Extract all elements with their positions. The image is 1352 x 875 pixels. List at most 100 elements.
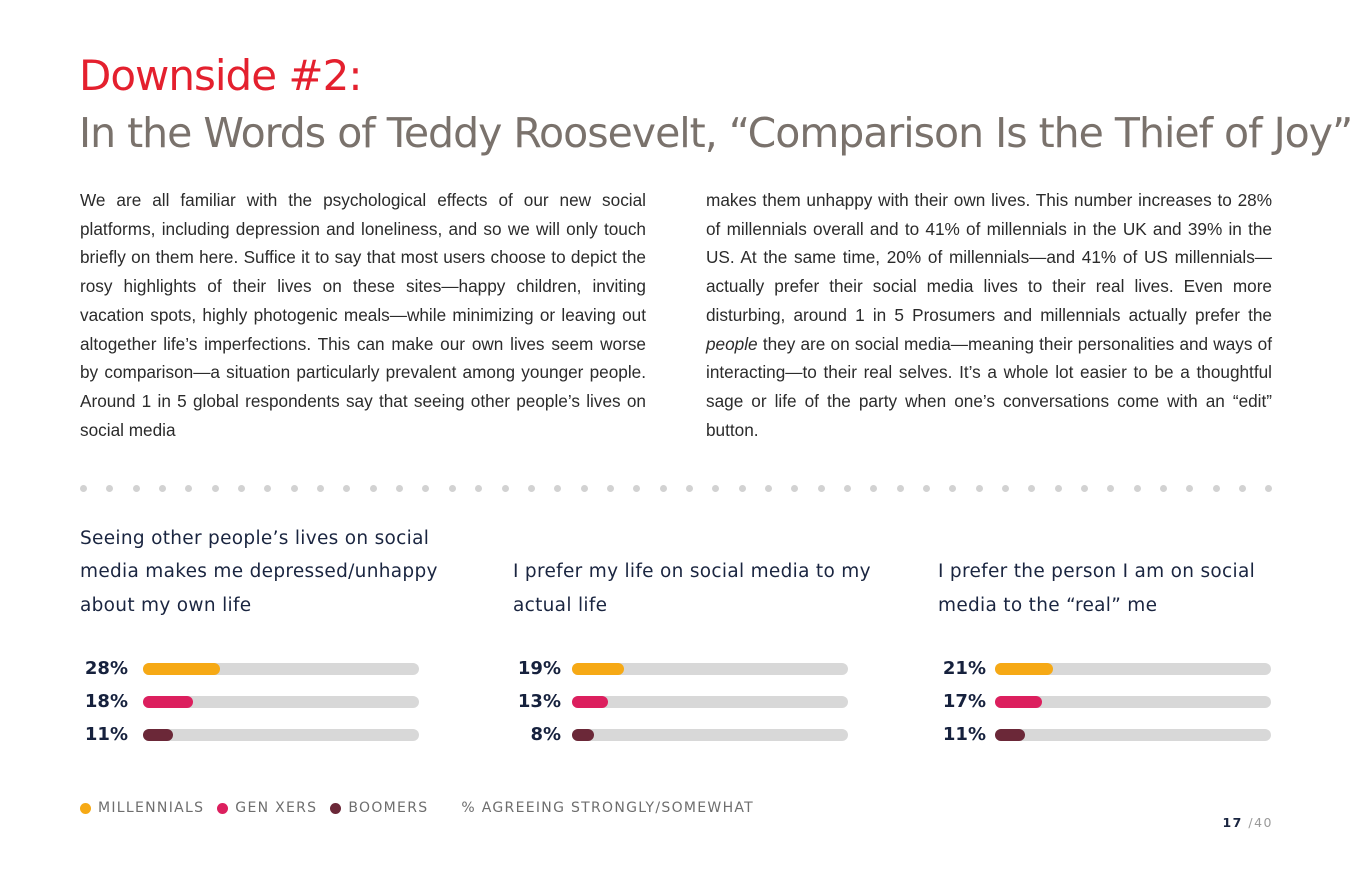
- section-kicker: Downside #2:: [79, 51, 362, 100]
- divider-dot: [633, 485, 641, 492]
- divider-dot: [975, 485, 983, 492]
- bar-value-label: 13%: [517, 691, 561, 712]
- bar-fill-boomers: [572, 729, 594, 741]
- divider-dot: [580, 485, 588, 492]
- bar-track: [995, 729, 1271, 741]
- divider-dot: [106, 485, 114, 492]
- bar-row-boomers: 11%: [80, 725, 419, 745]
- body-text-segment: they are on social media—meaning their p…: [706, 333, 1272, 440]
- bar-track: [995, 663, 1271, 675]
- bar-track: [572, 696, 848, 708]
- divider-dot: [923, 485, 930, 492]
- bar-track: [143, 729, 419, 741]
- chart-title: I prefer the person I am on social media…: [938, 561, 1256, 616]
- divider-dot: [527, 485, 535, 492]
- bar-value-label: 21%: [942, 658, 986, 679]
- divider-dot: [870, 485, 878, 492]
- divider-dot: [1186, 485, 1194, 492]
- bar-track: [995, 696, 1271, 708]
- divider-dot: [791, 485, 799, 492]
- legend-label: GEN XERS: [235, 800, 318, 816]
- legend-label: BOOMERS: [348, 800, 429, 816]
- legend-item-millennials: MILLENNIALS: [80, 800, 204, 816]
- divider-dot: [448, 485, 456, 492]
- divider-dot: [1054, 485, 1062, 492]
- divider-dot: [211, 485, 219, 492]
- divider-dot: [659, 485, 667, 492]
- bar-row-gen-xers: 13%: [513, 692, 848, 712]
- bar-track: [143, 663, 419, 675]
- bar-fill-millennials: [995, 663, 1053, 675]
- divider-dot: [843, 485, 851, 492]
- page-number: 17 /40: [1222, 815, 1273, 830]
- divider-dot: [475, 485, 483, 492]
- bar-value-label: 18%: [84, 691, 128, 712]
- divider-dot: [738, 485, 746, 492]
- divider-dot: [317, 485, 325, 492]
- divider-dot: [369, 485, 377, 492]
- divider-dot: [1107, 485, 1115, 492]
- bar-fill-gen-xers: [572, 696, 608, 708]
- bar-fill-gen-xers: [995, 696, 1042, 708]
- bar-row-millennials: 28%: [80, 659, 419, 679]
- body-text-segment: makes them unhappy with their own lives.…: [706, 190, 1272, 325]
- divider-dot: [264, 485, 272, 492]
- bar-fill-boomers: [143, 729, 173, 741]
- divider-dot: [1133, 485, 1141, 492]
- divider-dot: [290, 485, 298, 492]
- bar-row-millennials: 21%: [938, 659, 1271, 679]
- divider-dot: [817, 485, 825, 492]
- bar-fill-gen-xers: [143, 696, 193, 708]
- divider-dot: [238, 485, 246, 492]
- bar-fill-boomers: [995, 729, 1025, 741]
- divider-dot: [132, 485, 140, 492]
- bar-value-label: 28%: [84, 658, 128, 679]
- bar-track: [143, 696, 419, 708]
- divider-dot: [501, 485, 509, 492]
- legend-item-gen-xers: GEN XERS: [217, 800, 317, 816]
- legend: MILLENNIALS GEN XERS BOOMERS % AGREEING …: [80, 800, 754, 816]
- body-column-left: We are all familiar with the psychologic…: [80, 190, 646, 440]
- chart-title: Seeing other people’s lives on social me…: [80, 527, 438, 616]
- legend-note: % AGREEING STRONGLY/SOMEWHAT: [461, 800, 755, 816]
- legend-item-boomers: BOOMERS: [330, 800, 428, 816]
- legend-swatch-millennials: [80, 802, 91, 814]
- bar-track: [572, 729, 848, 741]
- page-current: 17: [1222, 815, 1243, 830]
- bar-value-label: 19%: [517, 658, 561, 679]
- bar-row-millennials: 19%: [513, 659, 848, 679]
- bar-track: [572, 663, 848, 675]
- divider-dot: [159, 485, 167, 492]
- divider-dot: [606, 485, 614, 492]
- bar-fill-millennials: [572, 663, 624, 675]
- bar-value-label: 11%: [84, 724, 128, 745]
- divider-dot: [422, 485, 430, 492]
- body-emphasis: people: [706, 333, 758, 354]
- bar-row-boomers: 11%: [938, 725, 1271, 745]
- legend-swatch-gen-xers: [217, 802, 229, 814]
- divider-dot: [80, 485, 87, 492]
- divider-dot: [1212, 485, 1220, 492]
- divider-dot: [554, 485, 562, 492]
- bar-row-gen-xers: 18%: [80, 692, 419, 712]
- divider-dot: [396, 485, 404, 492]
- divider-dot: [1081, 485, 1089, 492]
- bar-value-label: 17%: [942, 691, 986, 712]
- divider-dot: [1160, 485, 1168, 492]
- page-title: In the Words of Teddy Roosevelt, “Compar…: [79, 109, 1352, 157]
- divider-dot: [185, 485, 193, 492]
- page-total: /40: [1248, 815, 1273, 830]
- bar-value-label: 8%: [530, 724, 561, 745]
- divider-dot: [685, 485, 693, 492]
- bar-fill-millennials: [143, 663, 220, 675]
- divider-dot: [712, 485, 720, 492]
- divider-dot: [896, 485, 904, 492]
- divider-dot: [1002, 485, 1010, 492]
- bar-row-gen-xers: 17%: [938, 692, 1271, 712]
- divider-dot: [764, 485, 772, 492]
- divider-dot: [949, 485, 957, 492]
- dotted-divider: [80, 485, 1273, 493]
- divider-dot: [1265, 485, 1273, 492]
- legend-swatch-boomers: [330, 802, 342, 814]
- bar-row-boomers: 8%: [513, 725, 848, 745]
